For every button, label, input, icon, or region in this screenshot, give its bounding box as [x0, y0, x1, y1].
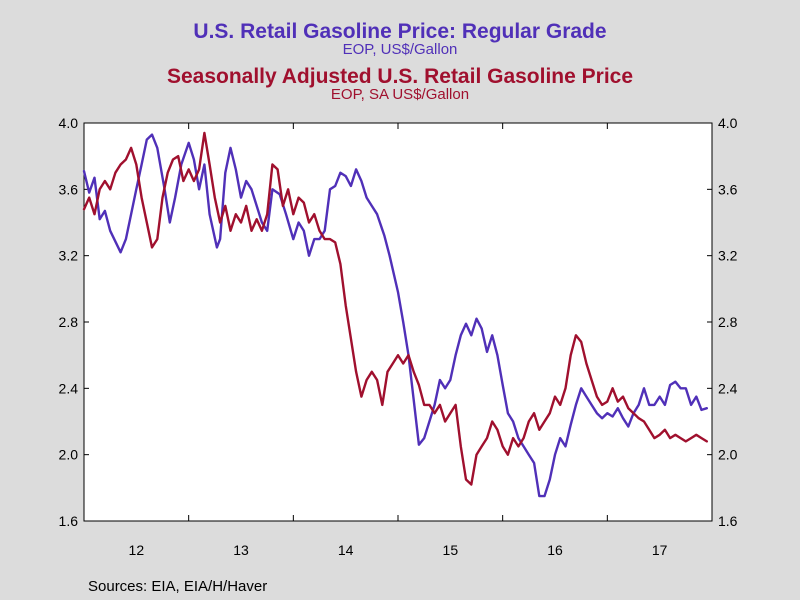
title-2: Seasonally Adjusted U.S. Retail Gasoline…: [166, 65, 634, 88]
y-tick-label-right: 3.2: [718, 248, 738, 264]
plot-area: [83, 122, 713, 522]
y-tick-label-right: 2.4: [718, 380, 738, 396]
x-tick-label: 13: [233, 542, 249, 558]
source-note: Sources: EIA, EIA/H/Haver: [88, 578, 268, 595]
y-tick-label-left: 4.0: [59, 115, 79, 131]
series-line-2: [82, 131, 708, 486]
x-tick-label: 15: [443, 542, 459, 558]
y-tick-label-left: 3.6: [59, 181, 79, 197]
y-tick-label-left: 1.6: [59, 513, 79, 529]
y-tick-label-left: 3.2: [59, 248, 79, 264]
series-layer: [82, 131, 708, 498]
x-tick-label: 16: [547, 542, 563, 558]
y-tick-label-right: 4.0: [718, 115, 738, 131]
title-1: U.S. Retail Gasoline Price: Regular Grad…: [193, 20, 607, 43]
y-tick-label-left: 2.0: [59, 447, 79, 463]
x-tick-label: 17: [652, 542, 668, 558]
subtitle-1: EOP, US$/Gallon: [342, 41, 458, 58]
y-tick-label-left: 2.8: [59, 314, 79, 330]
axes: 1.6 1.6 2.0 2.0 2.4 2.4 2.8 2.8 3.2 3.2 3.6 3.6 4.0 4…: [59, 115, 738, 558]
subtitle-2: EOP, SA US$/Gallon: [330, 86, 470, 103]
y-tick-label-right: 1.6: [718, 513, 738, 529]
x-tick-label: 14: [338, 542, 354, 558]
x-tick-label: 12: [129, 542, 145, 558]
y-tick-label-right: 2.0: [718, 447, 738, 463]
y-tick-label-right: 2.8: [718, 314, 738, 330]
y-tick-label-left: 2.4: [59, 380, 79, 396]
y-tick-label-right: 3.6: [718, 181, 738, 197]
series-line-1: [82, 133, 708, 498]
